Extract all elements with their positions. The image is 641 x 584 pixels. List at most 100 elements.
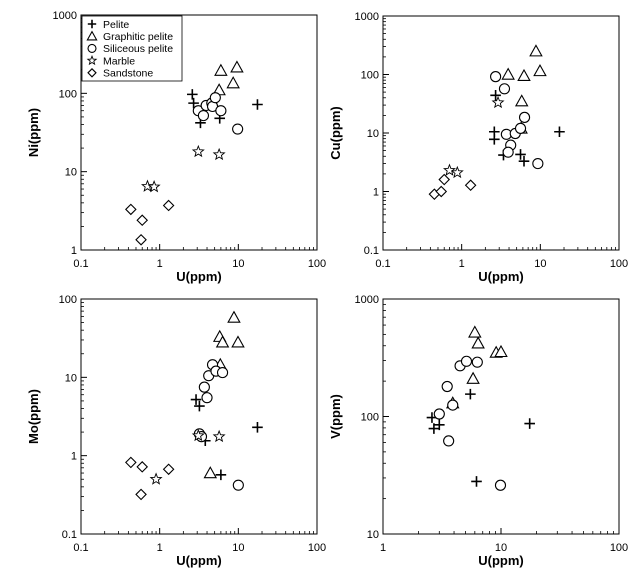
y-tick-label: 0.1 (62, 529, 77, 541)
pelite-marker (490, 90, 501, 101)
graphitic-pelite-marker (471, 336, 485, 349)
y-tick-label: 10 (367, 128, 379, 140)
siliceous-pelite-marker (532, 158, 544, 170)
graphitic-pelite-marker (468, 325, 482, 338)
legend-label: Marble (103, 55, 135, 67)
plot-frame (80, 14, 318, 251)
legend-marker (86, 54, 98, 66)
siliceous-pelite-marker (518, 111, 531, 123)
siliceous-pelite-marker (471, 356, 483, 368)
sandstone-marker (125, 456, 137, 469)
legend-marker (87, 19, 97, 29)
sandstone-marker (136, 461, 149, 473)
pelite-marker (215, 469, 227, 481)
y-tick-label: 1000 (355, 294, 379, 306)
graphitic-pelite-marker (517, 68, 531, 82)
y-tick-label: 1 (71, 245, 77, 257)
x-tick-label: 0.1 (375, 258, 390, 270)
legend-marker (87, 43, 97, 53)
x-tick-label: 0.1 (73, 258, 88, 270)
pelite-marker (252, 422, 263, 433)
graphitic-pelite-marker (533, 63, 547, 77)
pelite-marker (554, 126, 565, 138)
pelite-marker (252, 99, 263, 110)
pelite-marker (489, 134, 500, 145)
x-tick-label: 0.1 (73, 542, 88, 554)
siliceous-pelite-marker (498, 83, 511, 95)
x-tick-label: 100 (610, 258, 628, 270)
pelite-marker (515, 149, 526, 160)
siliceous-pelite-marker (494, 479, 507, 491)
x-axis-label: U(ppm) (478, 269, 524, 284)
x-tick-label: 1 (380, 542, 386, 554)
y-tick-label: 1 (373, 187, 379, 199)
pelite-marker (190, 394, 202, 405)
siliceous-pelite-marker (443, 435, 455, 447)
plot-frame (80, 298, 318, 535)
sandstone-marker (136, 214, 149, 227)
cu-vs-u-plot: 0.1 1 10 100 0.1 1 10 100 1000 U(ppm) Cu(ppm) (328, 11, 628, 284)
y-tick-label: 1000 (53, 10, 77, 22)
marble-marker (450, 165, 464, 179)
legend-marker (86, 30, 98, 41)
pelite-marker (188, 97, 199, 109)
graphitic-pelite-marker (230, 60, 244, 73)
siliceous-pelite-marker (433, 408, 445, 420)
x-tick-label: 10 (495, 542, 507, 554)
pelite-marker (465, 388, 476, 400)
siliceous-pelite-marker (447, 399, 459, 411)
y-tick-label: 1000 (355, 11, 379, 23)
siliceous-pelite-marker (460, 355, 473, 367)
marble-marker (212, 429, 226, 443)
pelite-marker (187, 89, 198, 100)
marble-marker (191, 428, 205, 442)
sandstone-marker (162, 463, 175, 476)
x-axis-label: U(ppm) (478, 553, 524, 568)
sandstone-marker (464, 179, 477, 192)
siliceous-pelite-marker (232, 123, 244, 135)
graphitic-pelite-marker (514, 94, 529, 107)
x-tick-label: 100 (610, 542, 628, 554)
y-tick-label: 10 (65, 372, 77, 384)
y-tick-label: 100 (59, 294, 77, 306)
siliceous-pelite-marker (197, 109, 210, 122)
ni-vs-u-plot: 0.1 1 10 1001101001000U(ppm)Ni(ppm)PeliteGr… (26, 10, 326, 284)
sandstone-marker (135, 488, 147, 501)
marble-marker (443, 163, 456, 176)
marble-marker (141, 179, 154, 192)
legend-label: Siliceous pelite (103, 43, 173, 55)
y-tick-label: 1 (71, 451, 77, 463)
x-tick-label: 100 (308, 542, 326, 554)
graphitic-pelite-marker (501, 67, 515, 80)
pelite-marker (434, 419, 445, 431)
sandstone-marker (162, 199, 175, 212)
siliceous-pelite-marker (198, 381, 210, 393)
x-axis-label: U(ppm) (176, 269, 222, 284)
x-tick-label: 10 (232, 258, 244, 270)
x-tick-label: 1 (157, 542, 163, 554)
y-tick-label: 100 (361, 70, 379, 82)
y-tick-label: 100 (361, 412, 379, 424)
y-tick-label: 0.1 (364, 245, 379, 257)
y-tick-label: 10 (65, 167, 77, 179)
siliceous-pelite-marker (514, 122, 527, 134)
pelite-marker (524, 418, 535, 429)
pelite-marker (428, 423, 440, 434)
x-axis-label: U(ppm) (176, 553, 222, 568)
pelite-marker (518, 155, 530, 167)
graphitic-pelite-marker (466, 371, 480, 384)
siliceous-pelite-marker (209, 92, 221, 104)
siliceous-pelite-marker (215, 105, 227, 117)
sandstone-marker (125, 203, 137, 216)
siliceous-pelite-marker (441, 380, 453, 393)
graphitic-pelite-marker (231, 335, 245, 348)
siliceous-pelite-marker (502, 146, 514, 158)
siliceous-pelite-marker (216, 366, 229, 379)
marble-marker (149, 472, 163, 485)
siliceous-pelite-marker (490, 71, 502, 83)
x-tick-label: 100 (308, 258, 326, 270)
y-axis-label: Ni(ppm) (26, 108, 41, 157)
